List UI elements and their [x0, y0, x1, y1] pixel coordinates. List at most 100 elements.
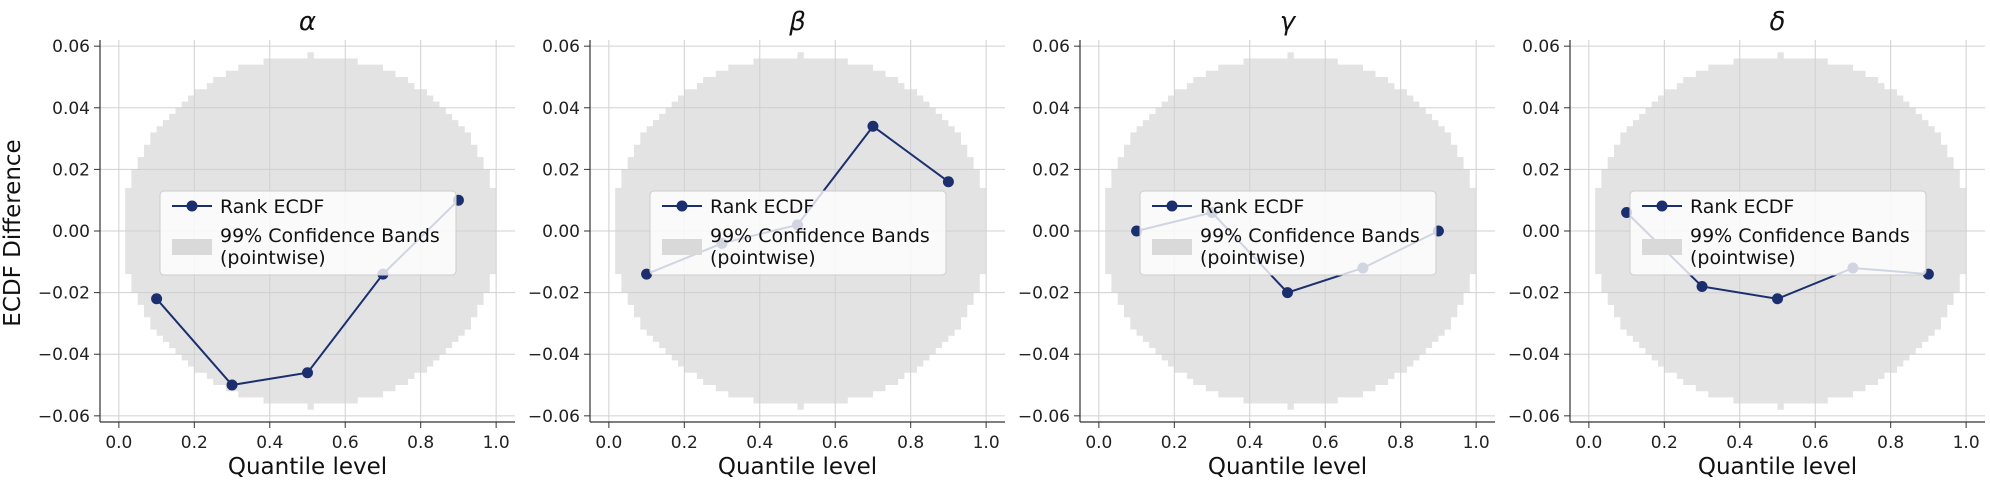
y-tick-label: 0.00 — [1032, 222, 1070, 242]
x-tick-label: 0.8 — [897, 433, 924, 453]
y-tick-label: −0.04 — [528, 345, 580, 365]
x-tick-label: 0.0 — [1085, 433, 1112, 453]
data-point — [1131, 225, 1143, 237]
x-tick-label: 0.6 — [1802, 433, 1829, 453]
y-tick-label: −0.04 — [1018, 345, 1070, 365]
y-tick-label: 0.06 — [1522, 37, 1560, 57]
legend-label-rank-ecdf: Rank ECDF — [710, 196, 814, 218]
y-tick-label: 0.06 — [542, 37, 580, 57]
data-point — [151, 293, 163, 305]
legend-label-confidence-bands: 99% Confidence Bands — [710, 225, 930, 247]
data-point — [226, 379, 238, 391]
legend-label-rank-ecdf: Rank ECDF — [1200, 196, 1304, 218]
legend-box — [1629, 190, 1927, 276]
legend-band-swatch — [1642, 239, 1682, 255]
data-point — [1696, 280, 1708, 292]
x-tick-label: 0.0 — [1575, 433, 1602, 453]
x-axis-label: Quantile level — [1208, 454, 1367, 480]
y-tick-label: 0.04 — [1032, 99, 1070, 119]
data-point — [942, 176, 954, 188]
y-tick-label: 0.00 — [542, 222, 580, 242]
panel-title: β — [788, 7, 806, 37]
legend-box — [159, 190, 457, 276]
x-tick-label: 0.0 — [595, 433, 622, 453]
y-tick-label: 0.06 — [52, 37, 90, 57]
y-tick-label: −0.06 — [528, 407, 580, 427]
panel-title: γ — [1280, 7, 1297, 37]
y-tick-label: 0.02 — [1522, 160, 1560, 180]
legend-label-confidence-bands-sub: (pointwise) — [220, 247, 326, 269]
y-tick-label: 0.00 — [1522, 222, 1560, 242]
x-tick-label: 1.0 — [973, 433, 1000, 453]
panel-4: 0.0 0.2 0.4 0.6 0.8 1.0 −0.06 −0.04 −0.02 0.00 0.0… — [1508, 7, 1985, 480]
y-tick-label: 0.04 — [1522, 99, 1560, 119]
legend-label-confidence-bands-sub: (pointwise) — [710, 247, 816, 269]
data-point — [1282, 287, 1293, 299]
y-tick-label: 0.04 — [52, 99, 90, 119]
x-tick-label: 0.2 — [1651, 433, 1678, 453]
x-tick-label: 0.8 — [407, 433, 434, 453]
legend-marker-swatch — [676, 200, 688, 212]
legend-band-swatch — [662, 239, 702, 255]
x-tick-label: 0.6 — [1312, 433, 1339, 453]
panel-title: δ — [1770, 7, 1786, 37]
y-tick-label: −0.02 — [38, 284, 90, 304]
y-tick-label: −0.02 — [528, 284, 580, 304]
x-tick-label: 0.6 — [332, 433, 359, 453]
legend-box — [649, 190, 947, 276]
x-tick-label: 1.0 — [1953, 433, 1980, 453]
panel-1: 0.0 0.2 0.4 0.6 0.8 1.0 −0.06 −0.04 −0.02 0.00 0.0… — [38, 7, 515, 480]
figure-y-axis-label: ECDF Difference — [0, 139, 26, 326]
y-tick-label: 0.06 — [1032, 37, 1070, 57]
x-tick-label: 0.2 — [671, 433, 698, 453]
x-tick-label: 0.4 — [1236, 433, 1263, 453]
x-axis-label: Quantile level — [228, 454, 387, 480]
x-tick-label: 1.0 — [483, 433, 510, 453]
data-point — [641, 268, 653, 280]
legend-label-rank-ecdf: Rank ECDF — [1690, 196, 1794, 218]
y-tick-label: −0.06 — [38, 407, 90, 427]
y-tick-label: −0.04 — [1508, 345, 1560, 365]
x-tick-label: 0.8 — [1877, 433, 1904, 453]
legend-label-confidence-bands-sub: (pointwise) — [1200, 247, 1306, 269]
x-tick-label: 0.8 — [1387, 433, 1414, 453]
x-tick-label: 0.2 — [181, 433, 208, 453]
y-tick-label: −0.04 — [38, 345, 90, 365]
legend-box — [1139, 190, 1437, 276]
panel-3: 0.0 0.2 0.4 0.6 0.8 1.0 −0.06 −0.04 −0.02 0.00 0.0… — [1018, 7, 1495, 480]
x-axis-label: Quantile level — [1698, 454, 1857, 480]
legend-band-swatch — [172, 239, 212, 255]
y-tick-label: 0.00 — [52, 222, 90, 242]
legend-marker-swatch — [1656, 200, 1668, 212]
x-tick-label: 1.0 — [1463, 433, 1490, 453]
x-tick-label: 0.2 — [1161, 433, 1188, 453]
data-point — [302, 367, 313, 379]
legend-label-confidence-bands-sub: (pointwise) — [1690, 247, 1796, 269]
x-tick-label: 0.6 — [822, 433, 849, 453]
legend-label-confidence-bands: 99% Confidence Bands — [1200, 225, 1420, 247]
legend-label-rank-ecdf: Rank ECDF — [220, 196, 324, 218]
x-axis-label: Quantile level — [718, 454, 877, 480]
y-tick-label: 0.02 — [542, 160, 580, 180]
legend-band-swatch — [1152, 239, 1192, 255]
data-point — [1772, 293, 1783, 305]
legend-marker-swatch — [1166, 200, 1178, 212]
x-tick-label: 0.4 — [746, 433, 773, 453]
data-point — [867, 120, 879, 132]
data-point — [1621, 207, 1633, 219]
x-tick-label: 0.4 — [1726, 433, 1753, 453]
legend-label-confidence-bands: 99% Confidence Bands — [1690, 225, 1910, 247]
legend-marker-swatch — [186, 200, 198, 212]
legend-label-confidence-bands: 99% Confidence Bands — [220, 225, 440, 247]
y-tick-label: −0.02 — [1018, 284, 1070, 304]
panel-title: α — [299, 7, 316, 37]
y-tick-label: 0.04 — [542, 99, 580, 119]
x-tick-label: 0.0 — [105, 433, 132, 453]
y-tick-label: −0.06 — [1508, 407, 1560, 427]
x-tick-label: 0.4 — [256, 433, 283, 453]
y-tick-label: −0.02 — [1508, 284, 1560, 304]
y-tick-label: −0.06 — [1018, 407, 1070, 427]
panel-2: 0.0 0.2 0.4 0.6 0.8 1.0 −0.06 −0.04 −0.02 0.00 0.0… — [528, 7, 1005, 480]
y-tick-label: 0.02 — [1032, 160, 1070, 180]
